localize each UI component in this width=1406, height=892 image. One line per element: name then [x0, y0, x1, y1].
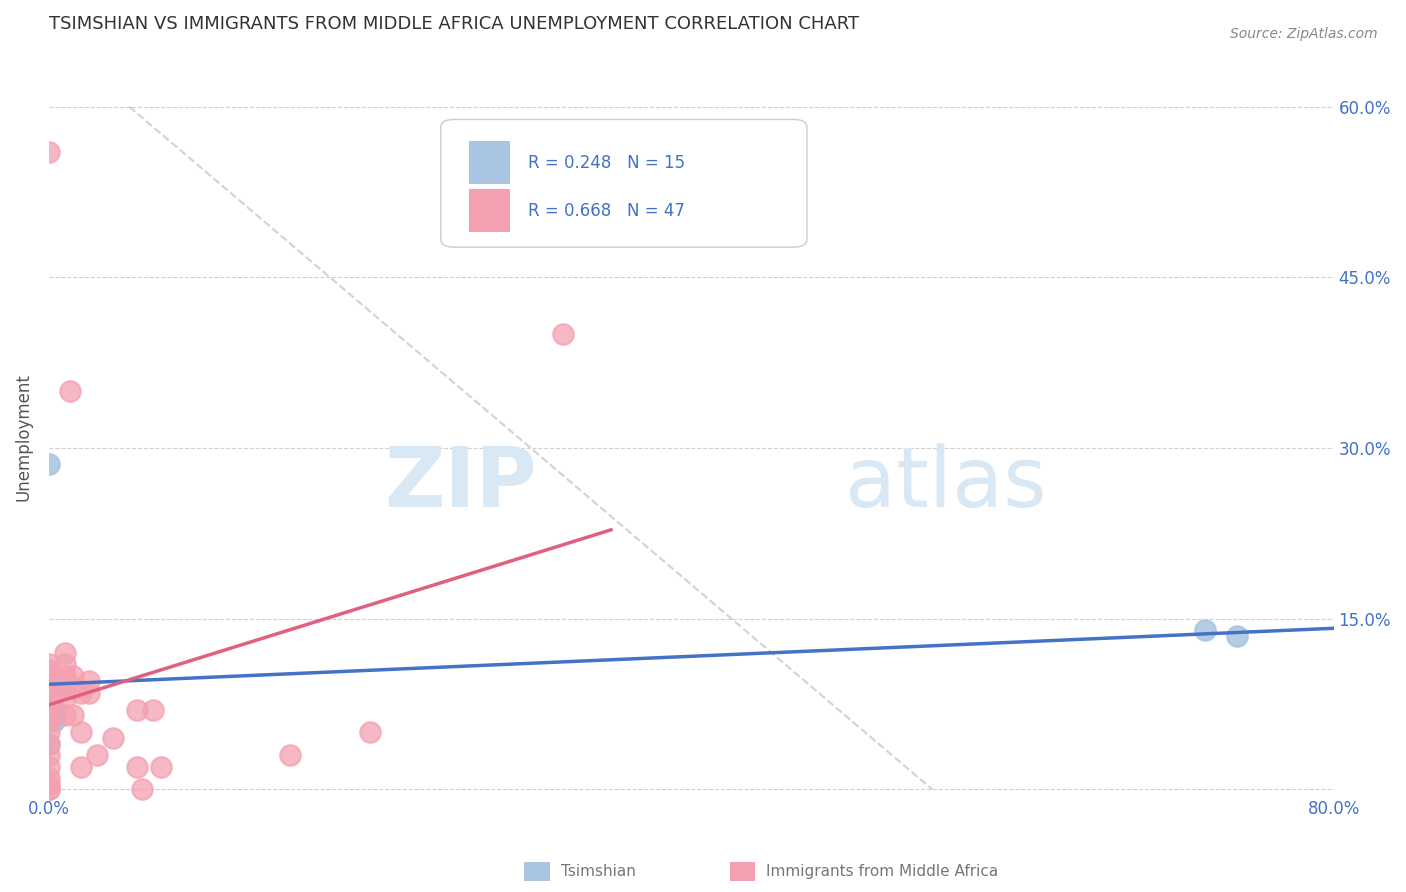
Point — [42, 686, 65, 700]
Point — [38, 737, 60, 751]
Point — [53, 674, 76, 689]
Point — [53, 646, 76, 660]
FancyBboxPatch shape — [441, 120, 807, 247]
Point — [38, 748, 60, 763]
Point — [62, 680, 84, 694]
Text: 80.0%: 80.0% — [1308, 800, 1360, 819]
Point — [53, 708, 76, 723]
Point — [53, 691, 76, 706]
Point — [127, 703, 149, 717]
Text: ZIP: ZIP — [385, 442, 537, 524]
Point — [38, 697, 60, 711]
Point — [38, 703, 60, 717]
Point — [42, 714, 65, 728]
Point — [86, 748, 108, 763]
Text: Immigrants from Middle Africa: Immigrants from Middle Africa — [766, 864, 998, 879]
Point — [77, 674, 100, 689]
Point — [77, 686, 100, 700]
Point — [70, 686, 93, 700]
Point — [38, 697, 60, 711]
Point — [127, 759, 149, 773]
Point — [38, 145, 60, 160]
Bar — [470, 189, 510, 232]
Point — [38, 759, 60, 773]
Point — [38, 782, 60, 797]
Point — [38, 657, 60, 672]
Point — [53, 657, 76, 672]
Point — [1194, 623, 1216, 637]
Point — [42, 680, 65, 694]
Point — [53, 680, 76, 694]
Point — [38, 691, 60, 706]
Point — [38, 782, 60, 797]
Point — [59, 384, 82, 399]
Point — [42, 708, 65, 723]
Point — [142, 703, 165, 717]
Point — [38, 725, 60, 739]
Text: TSIMSHIAN VS IMMIGRANTS FROM MIDDLE AFRICA UNEMPLOYMENT CORRELATION CHART: TSIMSHIAN VS IMMIGRANTS FROM MIDDLE AFRI… — [49, 15, 859, 33]
Point — [278, 748, 301, 763]
Bar — [470, 141, 510, 184]
Point — [38, 703, 60, 717]
Point — [38, 674, 60, 689]
Point — [70, 759, 93, 773]
Point — [38, 668, 60, 682]
Point — [38, 457, 60, 471]
Point — [38, 668, 60, 682]
Point — [103, 731, 125, 746]
Point — [70, 725, 93, 739]
Point — [38, 708, 60, 723]
Point — [42, 703, 65, 717]
Point — [38, 680, 60, 694]
Point — [38, 737, 60, 751]
Point — [38, 680, 60, 694]
Point — [131, 782, 153, 797]
Point — [38, 680, 60, 694]
Text: atlas: atlas — [845, 442, 1047, 524]
Point — [38, 771, 60, 785]
Text: Source: ZipAtlas.com: Source: ZipAtlas.com — [1230, 27, 1378, 41]
Text: 0.0%: 0.0% — [28, 800, 70, 819]
Point — [38, 686, 60, 700]
Point — [38, 777, 60, 791]
Point — [1226, 629, 1249, 643]
Point — [38, 663, 60, 677]
Point — [53, 668, 76, 682]
Point — [551, 327, 574, 342]
Point — [38, 714, 60, 728]
Text: R = 0.248   N = 15: R = 0.248 N = 15 — [529, 153, 685, 172]
Point — [62, 708, 84, 723]
Y-axis label: Unemployment: Unemployment — [15, 373, 32, 500]
Point — [38, 691, 60, 706]
Point — [38, 700, 60, 714]
Text: Tsimshian: Tsimshian — [561, 864, 636, 879]
Text: R = 0.668   N = 47: R = 0.668 N = 47 — [529, 202, 685, 219]
Point — [150, 759, 173, 773]
Point — [62, 668, 84, 682]
Point — [359, 725, 381, 739]
